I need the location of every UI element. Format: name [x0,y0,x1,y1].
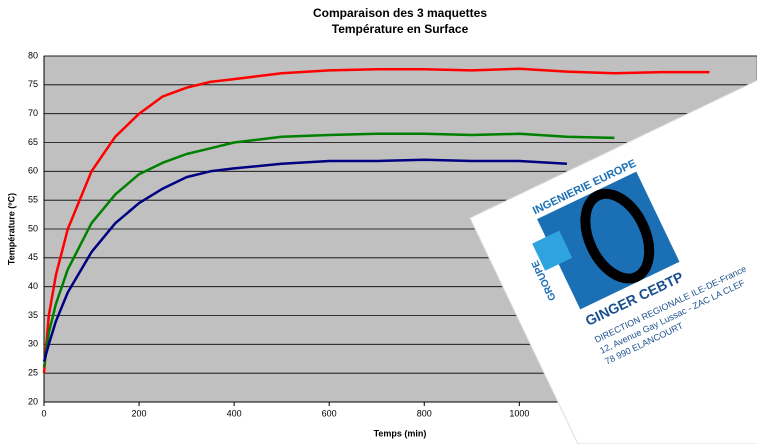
y-tick-label: 40 [28,281,38,291]
chart-subtitle: Température en Surface [332,22,469,36]
y-tick-label: 30 [28,339,38,349]
y-tick-label: 70 [28,108,38,118]
y-tick-label: 45 [28,252,38,262]
y-tick-label: 60 [28,166,38,176]
x-tick-label: 600 [322,408,337,418]
x-tick-label: 1000 [509,408,529,418]
x-tick-label: 200 [132,408,147,418]
y-tick-label: 20 [28,396,38,406]
y-tick-label: 55 [28,195,38,205]
y-tick-label: 50 [28,223,38,233]
chart-title: Comparaison des 3 maquettes [313,6,487,20]
y-tick-label: 35 [28,310,38,320]
y-axis-label: Température (ºC) [6,193,16,265]
x-tick-label: 0 [41,408,46,418]
x-tick-label: 400 [227,408,242,418]
chart: Comparaison des 3 maquettes Température … [0,0,757,444]
y-tick-label: 80 [28,50,38,60]
y-tick-label: 65 [28,137,38,147]
y-tick-label: 25 [28,368,38,378]
x-axis-label: Temps (min) [374,428,427,438]
y-tick-label: 75 [28,79,38,89]
x-tick-label: 800 [417,408,432,418]
